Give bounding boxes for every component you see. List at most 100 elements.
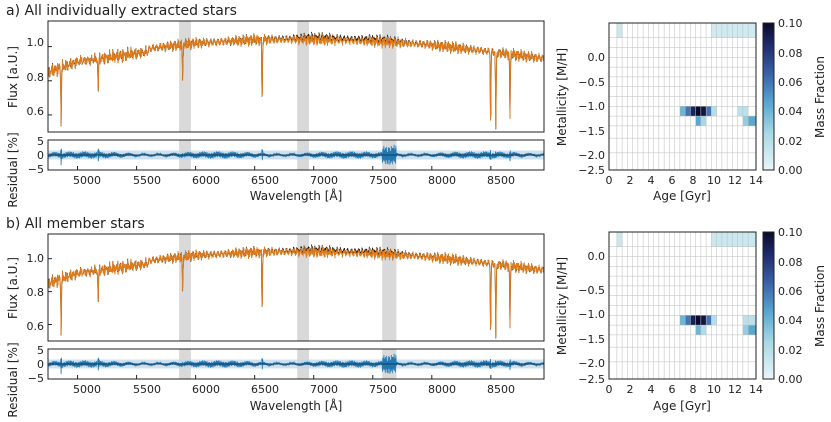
panel-a-xtick-7500: 7500: [369, 174, 397, 187]
panel-a-age-tick-6: 6: [669, 174, 676, 187]
panel-b-cbar-tick-0-00: 0.00: [778, 373, 803, 386]
panel-a-xtick-7000: 7000: [310, 174, 338, 187]
panel-a-age-tick-2: 2: [627, 174, 634, 187]
panel-a-heatmap-cell-17: [742, 106, 749, 117]
panel-a-age-tick-10: 10: [707, 174, 721, 187]
panel-b-residual-ylabel: Residual [%]: [6, 342, 20, 417]
panel-a-mh-tick-m2-5: −2.5: [578, 164, 605, 177]
panel-a-age-tick-4: 4: [648, 174, 655, 187]
panel-a-cbar-tick-0-08: 0.08: [778, 47, 803, 60]
panel-b: b) All member stars 1.0 0.8 0.6 Flux [a.…: [6, 216, 827, 418]
panel-b-mh-tick-m2-5: −2.5: [578, 373, 605, 386]
panel-a-mh-tick-0-0: 0.0: [588, 51, 606, 64]
panel-b-heatmap-cell-21: [748, 325, 756, 335]
panel-b-heatmap-cell-5: [732, 232, 738, 247]
panel-a-mh-tick-m0-5: −0.5: [578, 76, 605, 89]
panel-a-heatmap-cell-5: [732, 23, 738, 38]
panel-a-heatmap-axes: 0.0 −0.5 −1.0 −1.5 −2.0 −2.5 Metallicity…: [555, 22, 763, 203]
panel-b-xtick-7000: 7000: [310, 383, 338, 396]
panel-b-residual-frame: [47, 348, 545, 380]
panel-a-heatmap-plot: [608, 22, 757, 171]
panel-b-res-tick-5: 5: [37, 344, 44, 357]
panel-a-heatmap-cell-0: [616, 23, 623, 38]
panel-a-xtick-5000: 5000: [73, 174, 101, 187]
panel-b-xtick-5000: 5000: [73, 383, 101, 396]
panel-b-heatmap-cell-15: [711, 315, 717, 326]
panel-b-heatmap-cell-18: [695, 325, 701, 335]
panel-a-heatmap-cell-16: [737, 106, 743, 117]
panel-a-cbar-tick-0-10: 0.10: [778, 17, 803, 30]
panel-b-res-tick-m5: −5: [28, 372, 44, 385]
panel-b-age-tick-0: 0: [606, 383, 613, 396]
panel-a-heatmap-cell-14: [706, 106, 712, 117]
panel-b-colorbar: 0.00 0.02 0.04 0.06 0.08 0.10 Mass Fract…: [762, 226, 827, 386]
panel-b-masked-region-1: [297, 234, 309, 341]
panel-b-mh-tick-m1-0: −1.0: [578, 308, 605, 321]
panel-a-mh-tick-m2-0: −2.0: [578, 149, 605, 162]
panel-a-cbar-tick-0-06: 0.06: [778, 76, 803, 89]
panel-a-spectrum-plot: [47, 21, 545, 132]
panel-a-heatmap-ylabel: Metallicity [M/H]: [555, 48, 569, 146]
panel-a-heatmap-cell-19: [700, 116, 707, 126]
panel-a-residual-ylabel: Residual [%]: [6, 132, 20, 207]
panel-a-cbar-tick-0-00: 0.00: [778, 164, 803, 177]
panel-b-mh-tick-0-0: 0.0: [588, 250, 606, 263]
panel-b-heatmap-cell-19: [700, 325, 707, 335]
panel-b-observed-spectrum: [47, 244, 545, 339]
panel-b-mh-tick-m0-5: −0.5: [578, 284, 605, 297]
panel-b-heatmap-axes: 0.0 −0.5 −1.0 −1.5 −2.0 −2.5 Metallicity…: [555, 231, 763, 413]
panel-a-heatmap-cell-7: [742, 23, 749, 38]
panel-b-xtick-5500: 5500: [133, 383, 161, 396]
panel-b-title: b) All member stars: [6, 216, 145, 232]
panel-b-heatmap-cell-0: [616, 232, 623, 247]
panel-b-masked-region-0: [179, 234, 191, 341]
panel-b-spectrum-frame: [47, 233, 545, 342]
panel-b-colorbar-gradient: [762, 231, 775, 380]
panel-a-age-tick-0: 0: [606, 174, 613, 187]
panel-b-heatmap-cell-13: [700, 315, 707, 326]
panel-a-heatmap-cell-20: [742, 116, 749, 126]
panel-a-heatmap-cell-18: [695, 116, 701, 126]
panel-b-age-tick-12: 12: [728, 383, 742, 396]
panel-b-heatmap-frame: [608, 231, 757, 380]
panel-a-flux-tick-0-6: 0.6: [27, 105, 45, 118]
panel-a-flux-ylabel: Flux [a.U.]: [6, 46, 20, 108]
panel-b-age-tick-8: 8: [690, 383, 697, 396]
panel-a-cbar-tick-0-04: 0.04: [778, 105, 803, 118]
panel-a-heatmap-cell-12: [695, 106, 701, 117]
panel-b-model-spectrum: [47, 245, 545, 338]
panel-a-colorbar-gradient: [762, 22, 775, 171]
panel-b-cbar-tick-0-04: 0.04: [778, 314, 803, 327]
panel-b-mh-tick-m2-0: −2.0: [578, 357, 605, 370]
panel-b-heatmap-cell-2: [716, 232, 722, 247]
panel-b-heatmap-cell-14: [706, 315, 712, 326]
panel-b-age-tick-4: 4: [648, 383, 655, 396]
panel-a-age-tick-14: 14: [749, 174, 763, 187]
panel-b-mh-tick-m1-5: −1.5: [578, 333, 605, 346]
panel-a-xtick-8500: 8500: [487, 174, 515, 187]
panel-a-title: a) All individually extracted stars: [6, 3, 237, 19]
panel-a-res-tick-m5: −5: [28, 163, 44, 176]
panel-b-residual-plot: [47, 349, 545, 379]
panel-a-heatmap-cell-4: [727, 23, 733, 38]
panel-a-heatmap-cell-3: [721, 23, 728, 38]
panel-b-xtick-8000: 8000: [428, 383, 456, 396]
panel-b-heatmap-cell-1: [711, 232, 717, 247]
panel-b-heatmap-cell-11: [690, 315, 696, 326]
panel-a-observed-spectrum: [47, 31, 545, 130]
panel-a-spectrum-axes: 1.0 0.8 0.6 Flux [a.U.]: [6, 20, 545, 133]
panel-b-residual-axes: 5 0 −5 Residual [%] 5000 5500 6000 6500 …: [6, 342, 545, 418]
panel-a-mh-tick-m1-5: −1.5: [578, 125, 605, 138]
panel-b-xtick-7500: 7500: [369, 383, 397, 396]
panel-b-heatmap-cell-12: [695, 315, 701, 326]
panel-a-xtick-6000: 6000: [192, 174, 220, 187]
panel-b-heatmap-cell-6: [737, 232, 743, 247]
panel-a-res-tick-0: 0: [37, 149, 44, 162]
panel-a-heatmap-cell-21: [748, 116, 756, 126]
panel-b-heatmap-cell-4: [727, 232, 733, 247]
panel-a-heatmap-xlabel: Age [Gyr]: [653, 189, 711, 203]
panel-b-heatmap-cell-9: [679, 315, 686, 326]
panel-b-flux-ylabel: Flux [a.U.]: [6, 257, 20, 319]
panel-a-xtick-8000: 8000: [428, 174, 456, 187]
